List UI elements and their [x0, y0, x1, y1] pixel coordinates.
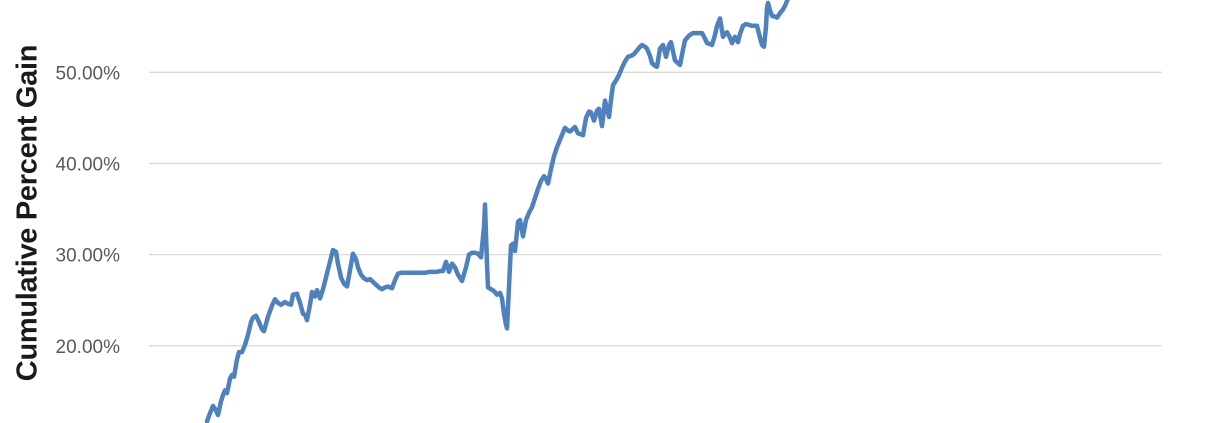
y-tick-label: 20.00%	[56, 337, 121, 358]
series-line-cumulative-percent-gain	[204, 0, 790, 423]
y-tick-label: 40.00%	[56, 154, 121, 175]
gridlines	[149, 71, 1162, 347]
y-tick-label: 30.00%	[56, 246, 121, 267]
y-axis-tick-labels: 50.00% 40.00% 30.00% 20.00%	[56, 63, 121, 357]
y-tick-label: 50.00%	[56, 63, 121, 84]
